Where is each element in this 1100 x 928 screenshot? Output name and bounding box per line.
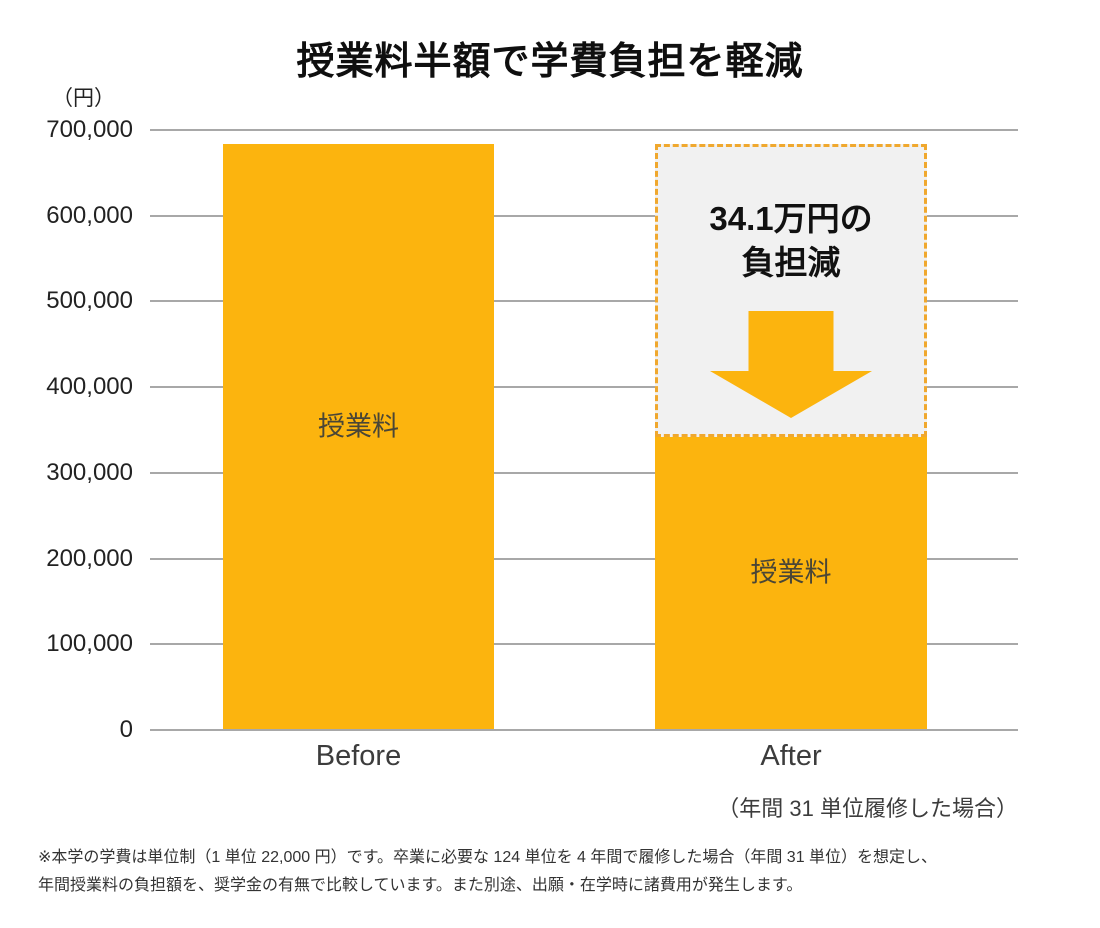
- reduction-annotation-box: 34.1万円の 負担減: [655, 144, 927, 437]
- y-tick-label: 600,000: [46, 201, 133, 229]
- y-tick-label: 300,000: [46, 458, 133, 486]
- reduction-amount: 34.1万円の: [709, 200, 873, 238]
- y-axis-unit-label: （円）: [52, 87, 115, 110]
- reduction-label: 負担減: [741, 243, 841, 281]
- bar-before-label: 授業料: [318, 411, 399, 442]
- reduction-annotation-text: 34.1万円の 負担減: [709, 197, 872, 284]
- gridline: [150, 643, 1018, 646]
- bar-before: 授業料: [223, 144, 494, 729]
- gridline: [150, 214, 1018, 217]
- after-condition-caption: （年間 31 単位履修した場合）: [717, 796, 1018, 821]
- gridline: [150, 471, 1018, 474]
- down-arrow-icon: [710, 310, 872, 418]
- gridline: [150, 300, 1018, 303]
- gridline: [150, 386, 1018, 389]
- y-tick-label: 200,000: [46, 544, 133, 572]
- y-tick-label: 500,000: [46, 287, 133, 315]
- bar-after-label: 授業料: [750, 557, 832, 588]
- footnote-line-1: ※本学の学費は単位制（1 単位 22,000 円）です。卒業に必要な 124 単…: [38, 849, 938, 866]
- x-axis-label-before: Before: [315, 740, 402, 772]
- x-axis-label-after: After: [760, 740, 822, 772]
- chart-title: 授業料半額で学費負担を軽減: [296, 41, 804, 83]
- y-tick-label: 100,000: [46, 630, 133, 658]
- footnote: ※本学の学費は単位制（1 単位 22,000 円）です。卒業に必要な 124 単…: [38, 844, 937, 900]
- gridline: [150, 729, 1018, 731]
- footnote-line-2: 年間授業料の負担額を、奨学金の有無で比較しています。また別途、出願・在学時に諸費…: [38, 877, 803, 894]
- gridline: [150, 557, 1018, 560]
- gridline: [150, 129, 1018, 131]
- y-tick-label: 700,000: [46, 116, 133, 143]
- y-tick-label: 400,000: [46, 373, 133, 401]
- bar-after: 授業料: [655, 436, 927, 729]
- y-tick-label: 0: [119, 716, 133, 743]
